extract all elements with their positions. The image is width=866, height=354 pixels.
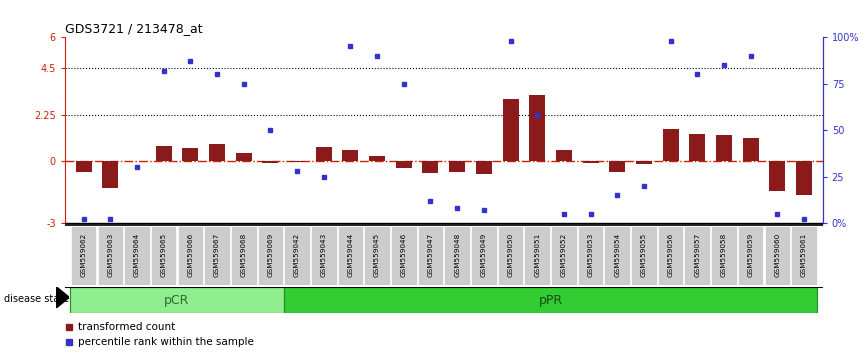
FancyBboxPatch shape <box>151 226 177 285</box>
Bar <box>689 134 705 161</box>
Bar <box>316 147 332 161</box>
Text: GSM559065: GSM559065 <box>161 233 166 278</box>
Bar <box>75 161 92 172</box>
FancyBboxPatch shape <box>551 226 577 285</box>
Bar <box>475 161 492 175</box>
Text: pPR: pPR <box>539 293 563 307</box>
FancyBboxPatch shape <box>284 287 818 313</box>
FancyBboxPatch shape <box>98 226 123 285</box>
Bar <box>502 99 519 161</box>
FancyBboxPatch shape <box>658 226 683 285</box>
FancyBboxPatch shape <box>525 226 550 285</box>
FancyBboxPatch shape <box>684 226 710 285</box>
Bar <box>769 161 785 191</box>
FancyBboxPatch shape <box>417 226 443 285</box>
Text: transformed count: transformed count <box>78 321 175 332</box>
Bar <box>529 95 546 161</box>
Text: GSM559063: GSM559063 <box>107 233 113 278</box>
FancyBboxPatch shape <box>498 226 523 285</box>
FancyBboxPatch shape <box>257 226 283 285</box>
Text: GSM559062: GSM559062 <box>81 233 87 278</box>
Text: GSM559068: GSM559068 <box>241 233 247 278</box>
FancyBboxPatch shape <box>471 226 497 285</box>
Bar <box>583 161 598 163</box>
Bar <box>610 161 625 172</box>
FancyBboxPatch shape <box>71 226 96 285</box>
FancyBboxPatch shape <box>765 226 790 285</box>
Text: GSM559049: GSM559049 <box>481 233 487 278</box>
Text: GSM559064: GSM559064 <box>134 233 140 278</box>
FancyBboxPatch shape <box>631 226 656 285</box>
Bar <box>662 129 679 161</box>
Text: GSM559067: GSM559067 <box>214 233 220 278</box>
FancyBboxPatch shape <box>231 226 256 285</box>
Bar <box>449 161 465 172</box>
Text: GSM559047: GSM559047 <box>428 233 434 278</box>
FancyBboxPatch shape <box>284 226 310 285</box>
Text: GSM559055: GSM559055 <box>641 233 647 278</box>
Bar <box>102 161 119 188</box>
FancyBboxPatch shape <box>338 226 363 285</box>
Text: GSM559061: GSM559061 <box>801 233 807 278</box>
Text: GSM559057: GSM559057 <box>695 233 701 278</box>
Text: pCR: pCR <box>165 293 190 307</box>
Polygon shape <box>56 287 69 308</box>
FancyBboxPatch shape <box>204 226 229 285</box>
Text: GSM559042: GSM559042 <box>294 233 301 278</box>
Bar <box>636 161 652 164</box>
Bar <box>262 161 278 163</box>
FancyBboxPatch shape <box>311 226 337 285</box>
Text: GSM559059: GSM559059 <box>747 233 753 278</box>
Bar <box>369 156 385 161</box>
FancyBboxPatch shape <box>124 226 150 285</box>
Text: GSM559051: GSM559051 <box>534 233 540 278</box>
FancyBboxPatch shape <box>792 226 817 285</box>
Text: GSM559053: GSM559053 <box>587 233 593 278</box>
Bar <box>556 150 572 161</box>
Bar <box>796 161 812 195</box>
FancyBboxPatch shape <box>604 226 630 285</box>
Text: GSM559056: GSM559056 <box>668 233 674 278</box>
Text: GSM559060: GSM559060 <box>774 233 780 278</box>
FancyBboxPatch shape <box>711 226 737 285</box>
Text: percentile rank within the sample: percentile rank within the sample <box>78 337 254 348</box>
Text: GSM559052: GSM559052 <box>561 233 567 278</box>
FancyBboxPatch shape <box>444 226 470 285</box>
Text: GSM559043: GSM559043 <box>320 233 326 278</box>
Bar <box>396 161 412 168</box>
FancyBboxPatch shape <box>391 226 417 285</box>
Bar <box>342 150 359 161</box>
Text: GSM559044: GSM559044 <box>347 233 353 278</box>
Bar <box>183 148 198 161</box>
Text: GDS3721 / 213478_at: GDS3721 / 213478_at <box>65 22 203 35</box>
FancyBboxPatch shape <box>365 226 390 285</box>
Bar <box>716 135 732 161</box>
Bar <box>209 143 225 161</box>
Bar <box>156 145 171 161</box>
Bar <box>743 138 759 161</box>
Bar <box>236 153 252 161</box>
Text: GSM559046: GSM559046 <box>401 233 407 278</box>
Text: disease state: disease state <box>4 294 69 304</box>
Text: GSM559066: GSM559066 <box>187 233 193 278</box>
Text: GSM559050: GSM559050 <box>507 233 514 278</box>
Text: GSM559054: GSM559054 <box>614 233 620 278</box>
FancyBboxPatch shape <box>70 287 284 313</box>
Text: GSM559058: GSM559058 <box>721 233 727 278</box>
FancyBboxPatch shape <box>578 226 604 285</box>
Text: GSM559069: GSM559069 <box>268 233 274 278</box>
FancyBboxPatch shape <box>738 226 764 285</box>
Bar <box>289 161 305 162</box>
FancyBboxPatch shape <box>178 226 204 285</box>
Text: GSM559045: GSM559045 <box>374 233 380 278</box>
Text: GSM559048: GSM559048 <box>454 233 460 278</box>
Bar <box>423 161 438 173</box>
